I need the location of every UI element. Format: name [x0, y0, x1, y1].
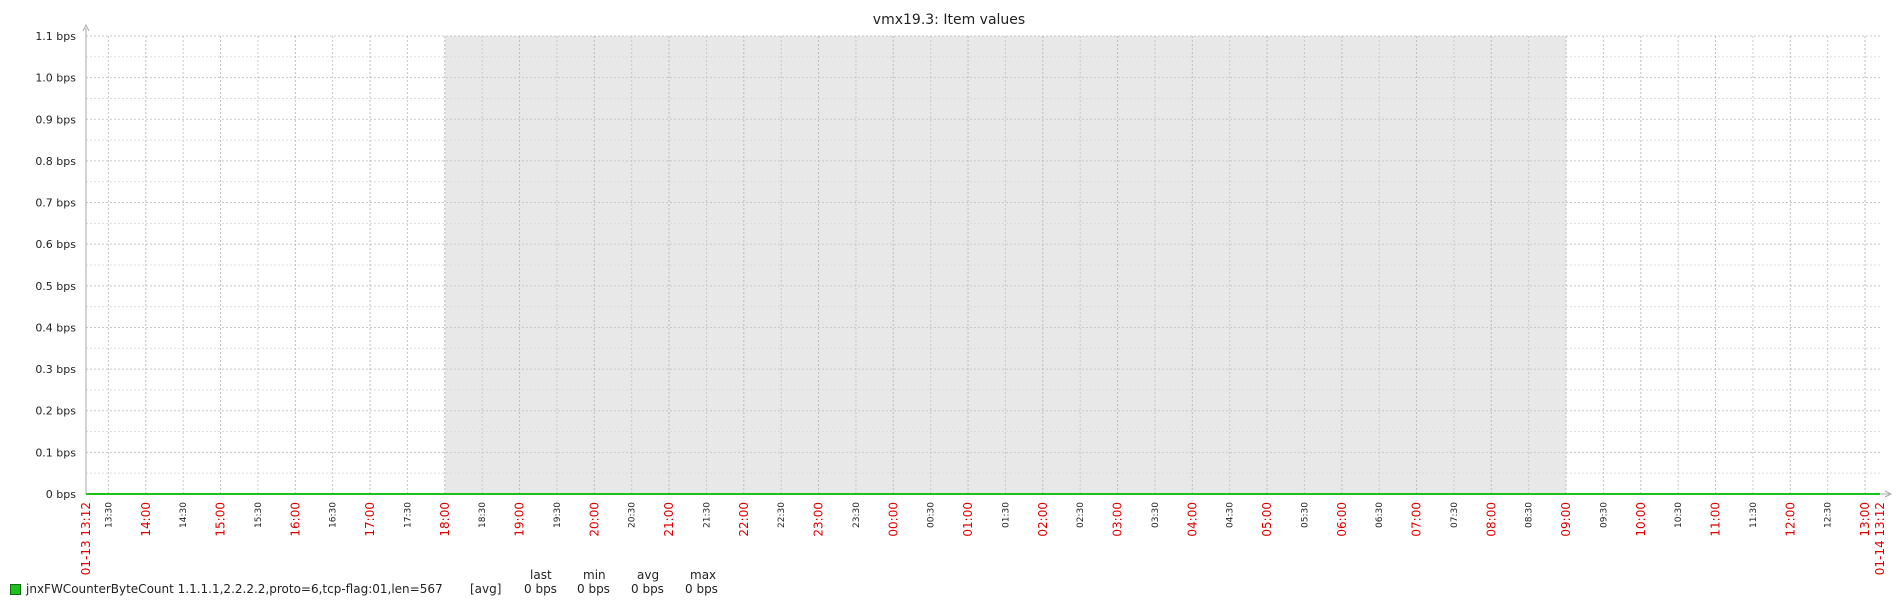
x-tick-label: 22:30 [777, 502, 787, 528]
x-start-label: 01-13 13:12 [79, 502, 93, 575]
legend-header-last: last [530, 568, 552, 582]
x-tick-label: 22:00 [737, 502, 751, 537]
x-tick-label: 15:30 [254, 502, 264, 528]
y-axis-tick-labels: 0 bps 0.1 bps 0.2 bps 0.3 bps 0.4 bps 0.5 bps… [35, 30, 76, 501]
legend-value-avg: 0 bps [631, 582, 664, 596]
x-tick-label: 16:00 [288, 502, 302, 537]
x-end-label: 01-14 13:12 [1873, 502, 1887, 575]
x-tick-label: 04:00 [1185, 502, 1199, 537]
y-tick-label: 0.7 bps [35, 197, 76, 210]
x-tick-label: 12:00 [1783, 502, 1797, 537]
x-tick-label: 18:00 [438, 502, 452, 537]
x-tick-label: 07:30 [1450, 502, 1460, 528]
y-tick-label: 1.1 bps [35, 30, 76, 43]
x-tick-label: 00:00 [886, 502, 900, 537]
x-tick-label: 07:00 [1410, 502, 1424, 537]
x-tick-label: 17:00 [363, 502, 377, 537]
y-tick-label: 0.3 bps [35, 363, 76, 376]
y-tick-label: 0.2 bps [35, 405, 76, 418]
chart-title: vmx19.3: Item values [873, 12, 1025, 28]
x-tick-label: 23:30 [852, 502, 862, 528]
y-axis-arrow [82, 23, 90, 32]
y-tick-label: 0 bps [46, 488, 76, 501]
y-tick-label: 0.4 bps [35, 321, 76, 334]
x-tick-label: 01:30 [1001, 502, 1011, 528]
x-tick-label: 14:00 [139, 502, 153, 537]
x-tick-label: 13:00 [1858, 502, 1872, 537]
y-tick-label: 0.9 bps [35, 113, 76, 126]
x-tick-label: 10:30 [1674, 502, 1684, 528]
x-tick-label: 18:30 [478, 502, 488, 528]
x-tick-label: 21:30 [702, 502, 712, 528]
y-tick-label: 1.0 bps [35, 72, 76, 85]
x-tick-label: 02:00 [1036, 502, 1050, 537]
x-tick-label: 03:30 [1151, 502, 1161, 528]
legend-header-avg: avg [637, 568, 660, 582]
x-tick-label: 04:30 [1226, 502, 1236, 528]
x-tick-label: 00:30 [927, 502, 937, 528]
x-tick-label: 12:30 [1824, 502, 1834, 528]
x-tick-label: 02:30 [1076, 502, 1086, 528]
x-tick-label: 17:30 [403, 502, 413, 528]
x-tick-label: 06:00 [1335, 502, 1349, 537]
grid [86, 35, 1880, 494]
x-tick-label: 09:30 [1599, 502, 1609, 528]
x-tick-label: 21:00 [662, 502, 676, 537]
legend-value-min: 0 bps [577, 582, 610, 596]
x-tick-label: 08:30 [1525, 502, 1535, 528]
series-color-swatch [10, 584, 21, 595]
x-tick-label: 23:00 [812, 502, 826, 537]
x-tick-label: 20:00 [587, 502, 601, 537]
x-tick-label: 13:30 [104, 502, 114, 528]
legend-header-min: min [583, 568, 606, 582]
x-tick-label: 10:00 [1634, 502, 1648, 537]
x-tick-label: 20:30 [628, 502, 638, 528]
y-tick-label: 0.1 bps [35, 446, 76, 459]
legend-value-last: 0 bps [524, 582, 557, 596]
x-tick-label: 15:00 [214, 502, 228, 537]
x-tick-label: 16:30 [329, 502, 339, 528]
x-tick-label: 19:30 [553, 502, 563, 528]
x-tick-label: 09:00 [1559, 502, 1573, 537]
x-tick-label: 05:00 [1260, 502, 1274, 537]
x-tick-label: 08:00 [1484, 502, 1498, 537]
x-axis-arrow [1884, 490, 1893, 498]
x-tick-label: 19:00 [513, 502, 527, 537]
legend-series-name: jnxFWCounterByteCount 1.1.1.1,2.2.2.2,pr… [26, 582, 443, 596]
y-tick-label: 0.6 bps [35, 238, 76, 251]
x-tick-label: 03:00 [1111, 502, 1125, 537]
legend-header-max: max [690, 568, 717, 582]
legend-function: [avg] [470, 582, 502, 596]
x-tick-label: 01:00 [961, 502, 975, 537]
x-tick-label: 11:00 [1709, 502, 1723, 537]
x-axis-tick-labels: 13:30 14:00 14:30 15:00 15:30 16:00 16:30 17:00… [79, 502, 1887, 576]
legend-value-max: 0 bps [685, 582, 718, 596]
x-tick-label: 14:30 [179, 502, 189, 528]
x-tick-label: 05:30 [1300, 502, 1310, 528]
x-tick-label: 11:30 [1749, 502, 1759, 528]
x-tick-label: 06:30 [1375, 502, 1385, 528]
y-tick-label: 0.5 bps [35, 280, 76, 293]
y-tick-label: 0.8 bps [35, 155, 76, 168]
